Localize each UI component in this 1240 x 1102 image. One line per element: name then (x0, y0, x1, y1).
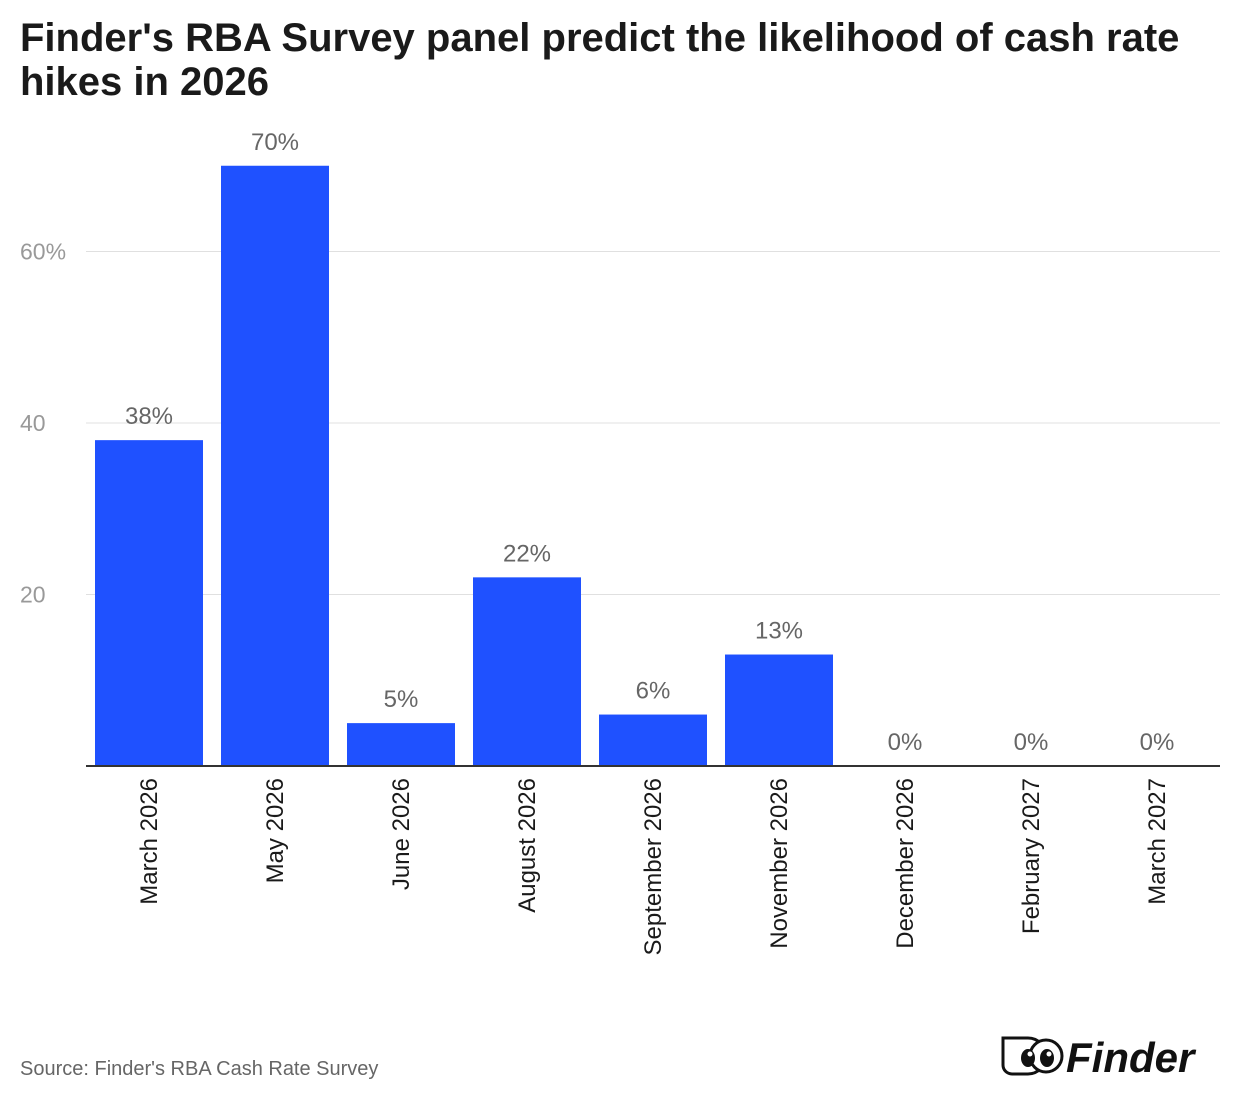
x-tick-label: May 2026 (262, 778, 289, 883)
x-tick-label: September 2026 (640, 778, 667, 955)
data-label: 5% (384, 686, 419, 713)
bar (347, 723, 455, 766)
x-tick-label: February 2027 (1018, 778, 1045, 934)
x-tick-label: November 2026 (766, 778, 793, 949)
data-label: 13% (755, 618, 803, 645)
y-tick-label: 40 (20, 410, 46, 436)
logo-text: Finder (1066, 1034, 1197, 1078)
bar (599, 714, 707, 766)
data-label: 0% (1014, 729, 1049, 756)
y-tick-label: 20 (20, 582, 46, 608)
bar (221, 165, 329, 766)
bar (473, 577, 581, 766)
chart-title: Finder's RBA Survey panel predict the li… (20, 16, 1180, 104)
bar (95, 440, 203, 766)
x-tick-label: December 2026 (892, 778, 919, 949)
source-note: Source: Finder's RBA Cash Rate Survey (20, 1058, 379, 1080)
x-tick-label: June 2026 (388, 778, 415, 890)
bar (725, 654, 833, 766)
finder-logo: Finder (1001, 1034, 1197, 1078)
data-label: 38% (125, 403, 173, 430)
bar-chart: 20 40 60% 38% March 2026 70% May 2026 5% June 20… (20, 129, 1220, 955)
data-label: 70% (251, 129, 299, 156)
x-tick-label: March 2026 (136, 778, 163, 905)
data-label: 0% (1140, 729, 1175, 756)
data-label: 22% (503, 540, 551, 567)
x-tick-label: March 2027 (1144, 778, 1171, 905)
data-label: 0% (888, 729, 923, 756)
x-tick-label: August 2026 (514, 778, 541, 913)
y-tick-label: 60% (20, 239, 66, 265)
data-label: 6% (636, 678, 671, 705)
